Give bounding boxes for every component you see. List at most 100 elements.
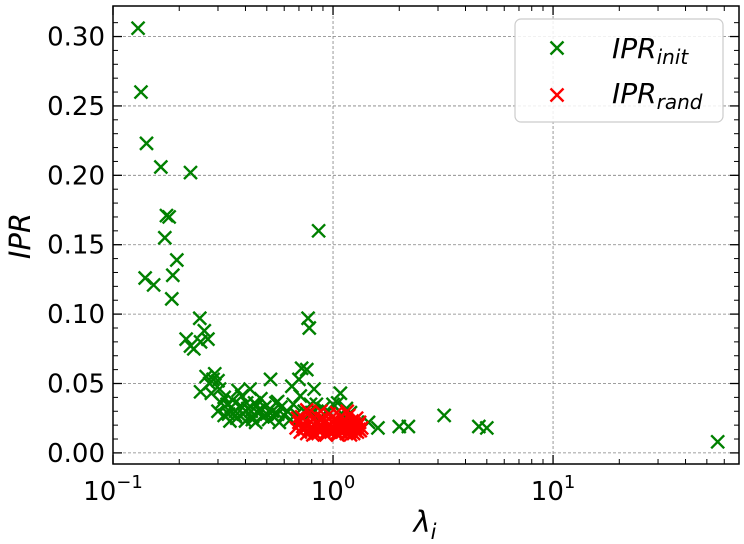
x-tick-base: 10 [531, 477, 564, 507]
data-point [339, 403, 355, 419]
data-point [165, 267, 181, 283]
data-point [436, 408, 452, 423]
y-tick-label: 0.00 [47, 439, 105, 469]
marker-stroke [249, 398, 265, 414]
marker-stroke [257, 399, 273, 415]
x-tick-label: 10−1 [83, 472, 143, 507]
marker-stroke [401, 419, 416, 434]
data-point [253, 391, 269, 407]
marker-stroke [292, 388, 308, 404]
y-tick-label: 0.30 [47, 23, 105, 53]
marker-stroke [290, 410, 305, 426]
marker-stroke [253, 391, 269, 407]
marker-stroke [271, 415, 287, 430]
data-point [157, 230, 173, 246]
data-point [290, 410, 305, 426]
marker-stroke [133, 84, 149, 100]
marker-stroke [710, 434, 726, 450]
data-point [225, 392, 241, 408]
marker-stroke [305, 427, 321, 443]
x-tick-base: 10 [311, 477, 344, 507]
x-tick-label: 100 [311, 472, 356, 507]
y-tick-label: 0.25 [47, 92, 105, 122]
marker-stroke [207, 366, 223, 382]
data-point [271, 415, 287, 430]
legend-label-rand-sub: rand [657, 90, 703, 114]
data-point [370, 420, 386, 436]
data-point [161, 209, 177, 225]
marker-stroke [137, 270, 153, 286]
data-point [146, 277, 161, 293]
marker-stroke [294, 360, 309, 376]
marker-stroke [242, 381, 258, 397]
marker-stroke [146, 277, 161, 293]
data-point [401, 419, 416, 434]
marker-stroke [164, 291, 180, 307]
marker-stroke [306, 381, 322, 397]
series-rand [288, 402, 370, 443]
plot-frame [112, 5, 740, 465]
x-axis-label: λi [411, 505, 436, 544]
marker-stroke [204, 385, 219, 401]
marker-stroke [130, 20, 146, 36]
x-tick-exponent: 0 [344, 472, 355, 493]
marker-stroke [263, 371, 278, 387]
y-tick-labels: 0.00 0.05 0.10 0.15 0.20 0.25 0.30 [47, 23, 105, 469]
data-point [330, 427, 346, 443]
data-point [313, 403, 329, 419]
data-point [192, 310, 208, 326]
marker-stroke [216, 390, 232, 405]
marker-stroke [479, 420, 495, 436]
legend-frame [514, 18, 724, 123]
marker-stroke [299, 362, 315, 377]
data-point [333, 385, 348, 401]
data-point [292, 388, 308, 404]
legend-x-marker [549, 87, 565, 103]
marker-stroke [192, 310, 208, 326]
marker-stroke [301, 320, 317, 336]
axis-ticks [112, 6, 739, 464]
marker-stroke [225, 392, 241, 408]
y-tick-label: 0.15 [47, 231, 105, 261]
legend: IPRinit IPRrand [514, 18, 724, 123]
data-point [318, 427, 334, 443]
data-point [212, 381, 227, 397]
marker-stroke [318, 427, 334, 443]
marker-stroke [216, 408, 232, 423]
legend-label-rand-main: IPR [612, 77, 657, 110]
data-point [164, 291, 180, 307]
marker-stroke [471, 419, 487, 434]
data-point [301, 320, 317, 336]
marker-stroke [196, 323, 212, 339]
data-point [200, 331, 216, 347]
marker-stroke [270, 394, 285, 409]
data-point [153, 159, 169, 175]
marker-stroke [370, 420, 386, 436]
marker-stroke [549, 40, 565, 56]
marker-stroke [288, 406, 304, 422]
marker-stroke [161, 209, 177, 225]
marker-stroke [273, 399, 289, 415]
marker-stroke [549, 87, 565, 103]
legend-x-marker [549, 40, 565, 56]
data-point [263, 371, 278, 387]
marker-stroke [200, 331, 216, 347]
marker-stroke [343, 427, 358, 443]
data-point [216, 408, 232, 423]
x-axis-label-main: λ [411, 505, 430, 539]
data-point [294, 360, 309, 376]
marker-stroke [230, 383, 246, 398]
x-tick-label: 101 [531, 472, 576, 507]
data-point [479, 420, 495, 436]
marker-stroke [153, 159, 169, 175]
marker-stroke [313, 403, 329, 419]
marker-stroke [333, 385, 348, 401]
x-tick-base: 10 [83, 477, 116, 507]
y-axis-label: IPR [3, 213, 37, 259]
data-point [305, 427, 321, 443]
data-point [299, 362, 315, 377]
marker-stroke [183, 165, 198, 180]
data-point [354, 420, 370, 436]
marker-stroke [245, 412, 260, 427]
